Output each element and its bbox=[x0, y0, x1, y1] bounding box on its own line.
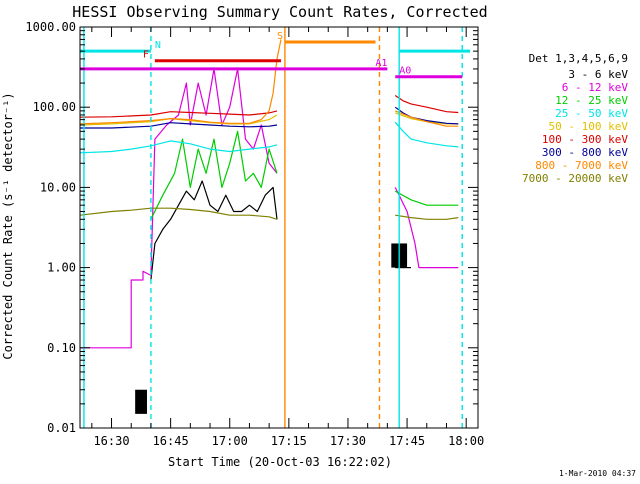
series-line-1-1 bbox=[394, 187, 459, 269]
footer-timestamp: 1-Mar-2010 04:37 bbox=[559, 469, 636, 478]
legend-entry-6: 300 - 800 keV bbox=[542, 146, 628, 159]
legend-entry-1: 6 - 12 keV bbox=[562, 81, 629, 94]
x-tick-label-5: 17:45 bbox=[389, 434, 425, 448]
x-tick-label-4: 17:30 bbox=[330, 434, 366, 448]
flag-label-a1: A1 bbox=[375, 58, 387, 69]
series-line-2-0 bbox=[150, 130, 278, 220]
series-line-3-0 bbox=[79, 140, 278, 154]
legend-entry-8: 7000 - 20000 keV bbox=[522, 172, 628, 185]
y-tick-label-3: 10.00 bbox=[40, 180, 76, 194]
plot-frame bbox=[79, 26, 479, 429]
legend-entry-7: 800 - 7000 keV bbox=[535, 159, 628, 172]
series-line-2-1 bbox=[394, 190, 459, 206]
chart-title: HESSI Observing Summary Count Rates, Cor… bbox=[72, 3, 487, 21]
x-tick-label-6: 18:00 bbox=[448, 434, 484, 448]
y-axis-label: Corrected Count Rate (s⁻¹ detector⁻¹) bbox=[1, 92, 15, 359]
y-tick-label-4: 100.00 bbox=[33, 100, 76, 114]
attenuator-block-0 bbox=[135, 389, 147, 414]
flag-label-n: N bbox=[155, 40, 161, 51]
legend-entry-3: 25 - 50 keV bbox=[555, 107, 628, 120]
series-line-7-1 bbox=[394, 110, 459, 127]
x-tick-label-2: 17:00 bbox=[212, 434, 248, 448]
x-tick-label-1: 16:45 bbox=[153, 434, 189, 448]
series-line-8-0 bbox=[79, 207, 278, 220]
legend-entry-5: 100 - 300 keV bbox=[542, 133, 628, 146]
legend-entry-0: 3 - 6 keV bbox=[568, 68, 628, 81]
y-tick-label-1: 0.10 bbox=[47, 341, 76, 355]
y-tick-label-5: 1000.00 bbox=[25, 20, 76, 34]
legend-entry-4: 50 - 100 keV bbox=[549, 120, 629, 133]
series-line-1-0 bbox=[80, 68, 278, 349]
series-line-5-0 bbox=[79, 110, 278, 118]
series-line-4-0 bbox=[79, 114, 278, 126]
y-tick-label-2: 1.00 bbox=[47, 261, 76, 275]
legend-detectors-label: Det 1,3,4,5,6,9 bbox=[529, 52, 628, 65]
flag-label-s: S bbox=[277, 31, 283, 42]
series-line-5-1 bbox=[394, 95, 459, 114]
x-axis-label: Start Time (20-Oct-03 16:22:02) bbox=[168, 455, 392, 469]
y-tick-label-0: 0.01 bbox=[47, 421, 76, 435]
series-line-8-1 bbox=[395, 214, 459, 220]
x-tick-label-3: 17:15 bbox=[271, 434, 307, 448]
flag-label-a0: A0 bbox=[399, 66, 411, 77]
series-line-6-0 bbox=[80, 122, 278, 129]
x-tick-label-0: 16:30 bbox=[93, 434, 129, 448]
legend-entry-2: 12 - 25 keV bbox=[555, 94, 628, 107]
flag-label-f: F bbox=[143, 50, 149, 61]
series-line-3-1 bbox=[394, 121, 459, 148]
plot-area: NF S A0 A1 0.01 0.10 1.00 10.00 100.00 1000.00 16:… bbox=[25, 20, 484, 448]
series-line-0-0 bbox=[150, 180, 278, 281]
